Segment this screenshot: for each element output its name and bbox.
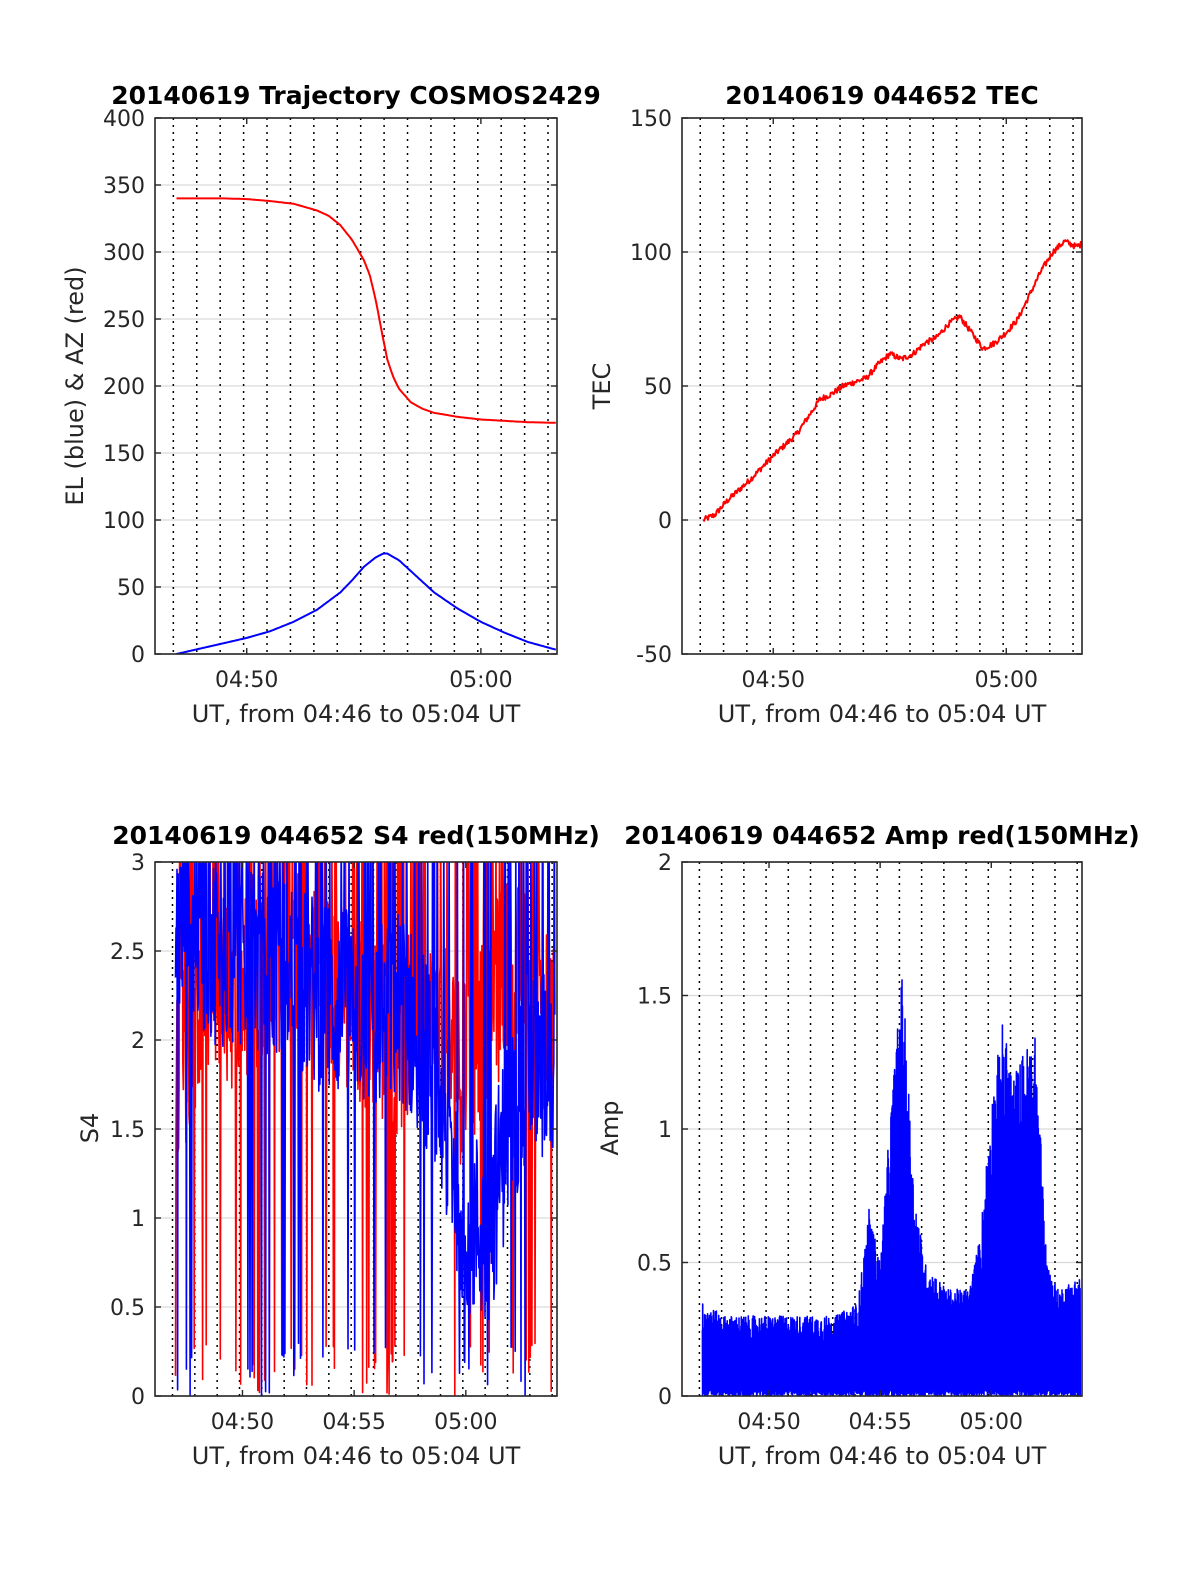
s4-xlabel: UT, from 04:46 to 05:04 UT bbox=[192, 1442, 521, 1470]
y-tick-label: 0.5 bbox=[110, 1296, 145, 1321]
y-tick-label: 100 bbox=[103, 509, 145, 534]
s4-title: 20140619 044652 S4 red(150MHz) bbox=[112, 821, 600, 850]
trajectory-series-blue-line bbox=[176, 552, 557, 654]
y-tick-label: 1.5 bbox=[110, 1118, 145, 1143]
y-tick-label: 0.5 bbox=[637, 1252, 672, 1277]
y-tick-label: 100 bbox=[630, 241, 672, 266]
y-tick-label: 2 bbox=[131, 1029, 145, 1054]
x-tick-label: 05:00 bbox=[960, 1410, 1023, 1435]
amp-panel: 20140619 044652 Amp red(150MHz) UT, from… bbox=[596, 821, 1140, 1470]
y-tick-label: 0 bbox=[658, 1385, 672, 1410]
s4-series-blue-line bbox=[174, 862, 556, 1396]
y-tick-label: 150 bbox=[630, 107, 672, 132]
x-tick-label: 04:50 bbox=[211, 1410, 274, 1435]
y-tick-label: 50 bbox=[644, 375, 672, 400]
y-tick-label: 150 bbox=[103, 442, 145, 467]
x-tick-label: 04:50 bbox=[215, 668, 278, 693]
tec-panel: 20140619 044652 TEC UT, from 04:46 to 05… bbox=[588, 81, 1083, 728]
trajectory-title: 20140619 Trajectory COSMOS2429 bbox=[111, 81, 601, 110]
tec-title: 20140619 044652 TEC bbox=[725, 81, 1038, 110]
y-tick-label: 1 bbox=[658, 1118, 672, 1143]
amp-title: 20140619 044652 Amp red(150MHz) bbox=[624, 821, 1140, 850]
y-tick-label: 3 bbox=[131, 851, 145, 876]
y-tick-label: 0 bbox=[131, 643, 145, 668]
y-tick-label: 1 bbox=[131, 1207, 145, 1232]
series-group bbox=[174, 862, 556, 1396]
y-tick-label: 2 bbox=[658, 851, 672, 876]
x-tick-label: 04:50 bbox=[742, 668, 805, 693]
y-tick-label: 1.5 bbox=[637, 985, 672, 1010]
x-tick-label: 04:55 bbox=[322, 1410, 385, 1435]
y-tick-label: -50 bbox=[636, 643, 672, 668]
series-group bbox=[701, 979, 1082, 1396]
trajectory-panel: 20140619 Trajectory COSMOS2429 UT, from … bbox=[61, 81, 601, 728]
y-tick-label: 350 bbox=[103, 174, 145, 199]
tec-ylabel: TEC bbox=[588, 363, 616, 411]
y-tick-label: 200 bbox=[103, 375, 145, 400]
y-tick-label: 300 bbox=[103, 241, 145, 266]
x-tick-label: 04:55 bbox=[848, 1410, 911, 1435]
trajectory-series-red-line bbox=[176, 197, 556, 424]
amp-series-blue-line bbox=[701, 979, 1082, 1396]
tec-series-red-line bbox=[702, 239, 1082, 522]
x-tick-label: 05:00 bbox=[449, 668, 512, 693]
x-tick-label: 05:00 bbox=[975, 668, 1038, 693]
y-tick-label: 250 bbox=[103, 308, 145, 333]
s4-panel: 20140619 044652 S4 red(150MHz) UT, from … bbox=[76, 821, 600, 1470]
y-tick-label: 400 bbox=[103, 107, 145, 132]
y-tick-label: 2.5 bbox=[110, 940, 145, 965]
trajectory-ylabel: EL (blue) & AZ (red) bbox=[61, 266, 89, 505]
y-tick-label: 0 bbox=[131, 1385, 145, 1410]
series-group bbox=[702, 239, 1082, 522]
amp-ylabel: Amp bbox=[596, 1100, 624, 1155]
y-tick-label: 50 bbox=[117, 576, 145, 601]
tec-xlabel: UT, from 04:46 to 05:04 UT bbox=[718, 700, 1047, 728]
series-group bbox=[176, 197, 557, 654]
trajectory-xlabel: UT, from 04:46 to 05:04 UT bbox=[192, 700, 521, 728]
x-tick-label: 04:50 bbox=[737, 1410, 800, 1435]
x-tick-label: 05:00 bbox=[434, 1410, 497, 1435]
y-tick-label: 0 bbox=[658, 509, 672, 534]
s4-ylabel: S4 bbox=[76, 1113, 104, 1144]
amp-xlabel: UT, from 04:46 to 05:04 UT bbox=[718, 1442, 1047, 1470]
